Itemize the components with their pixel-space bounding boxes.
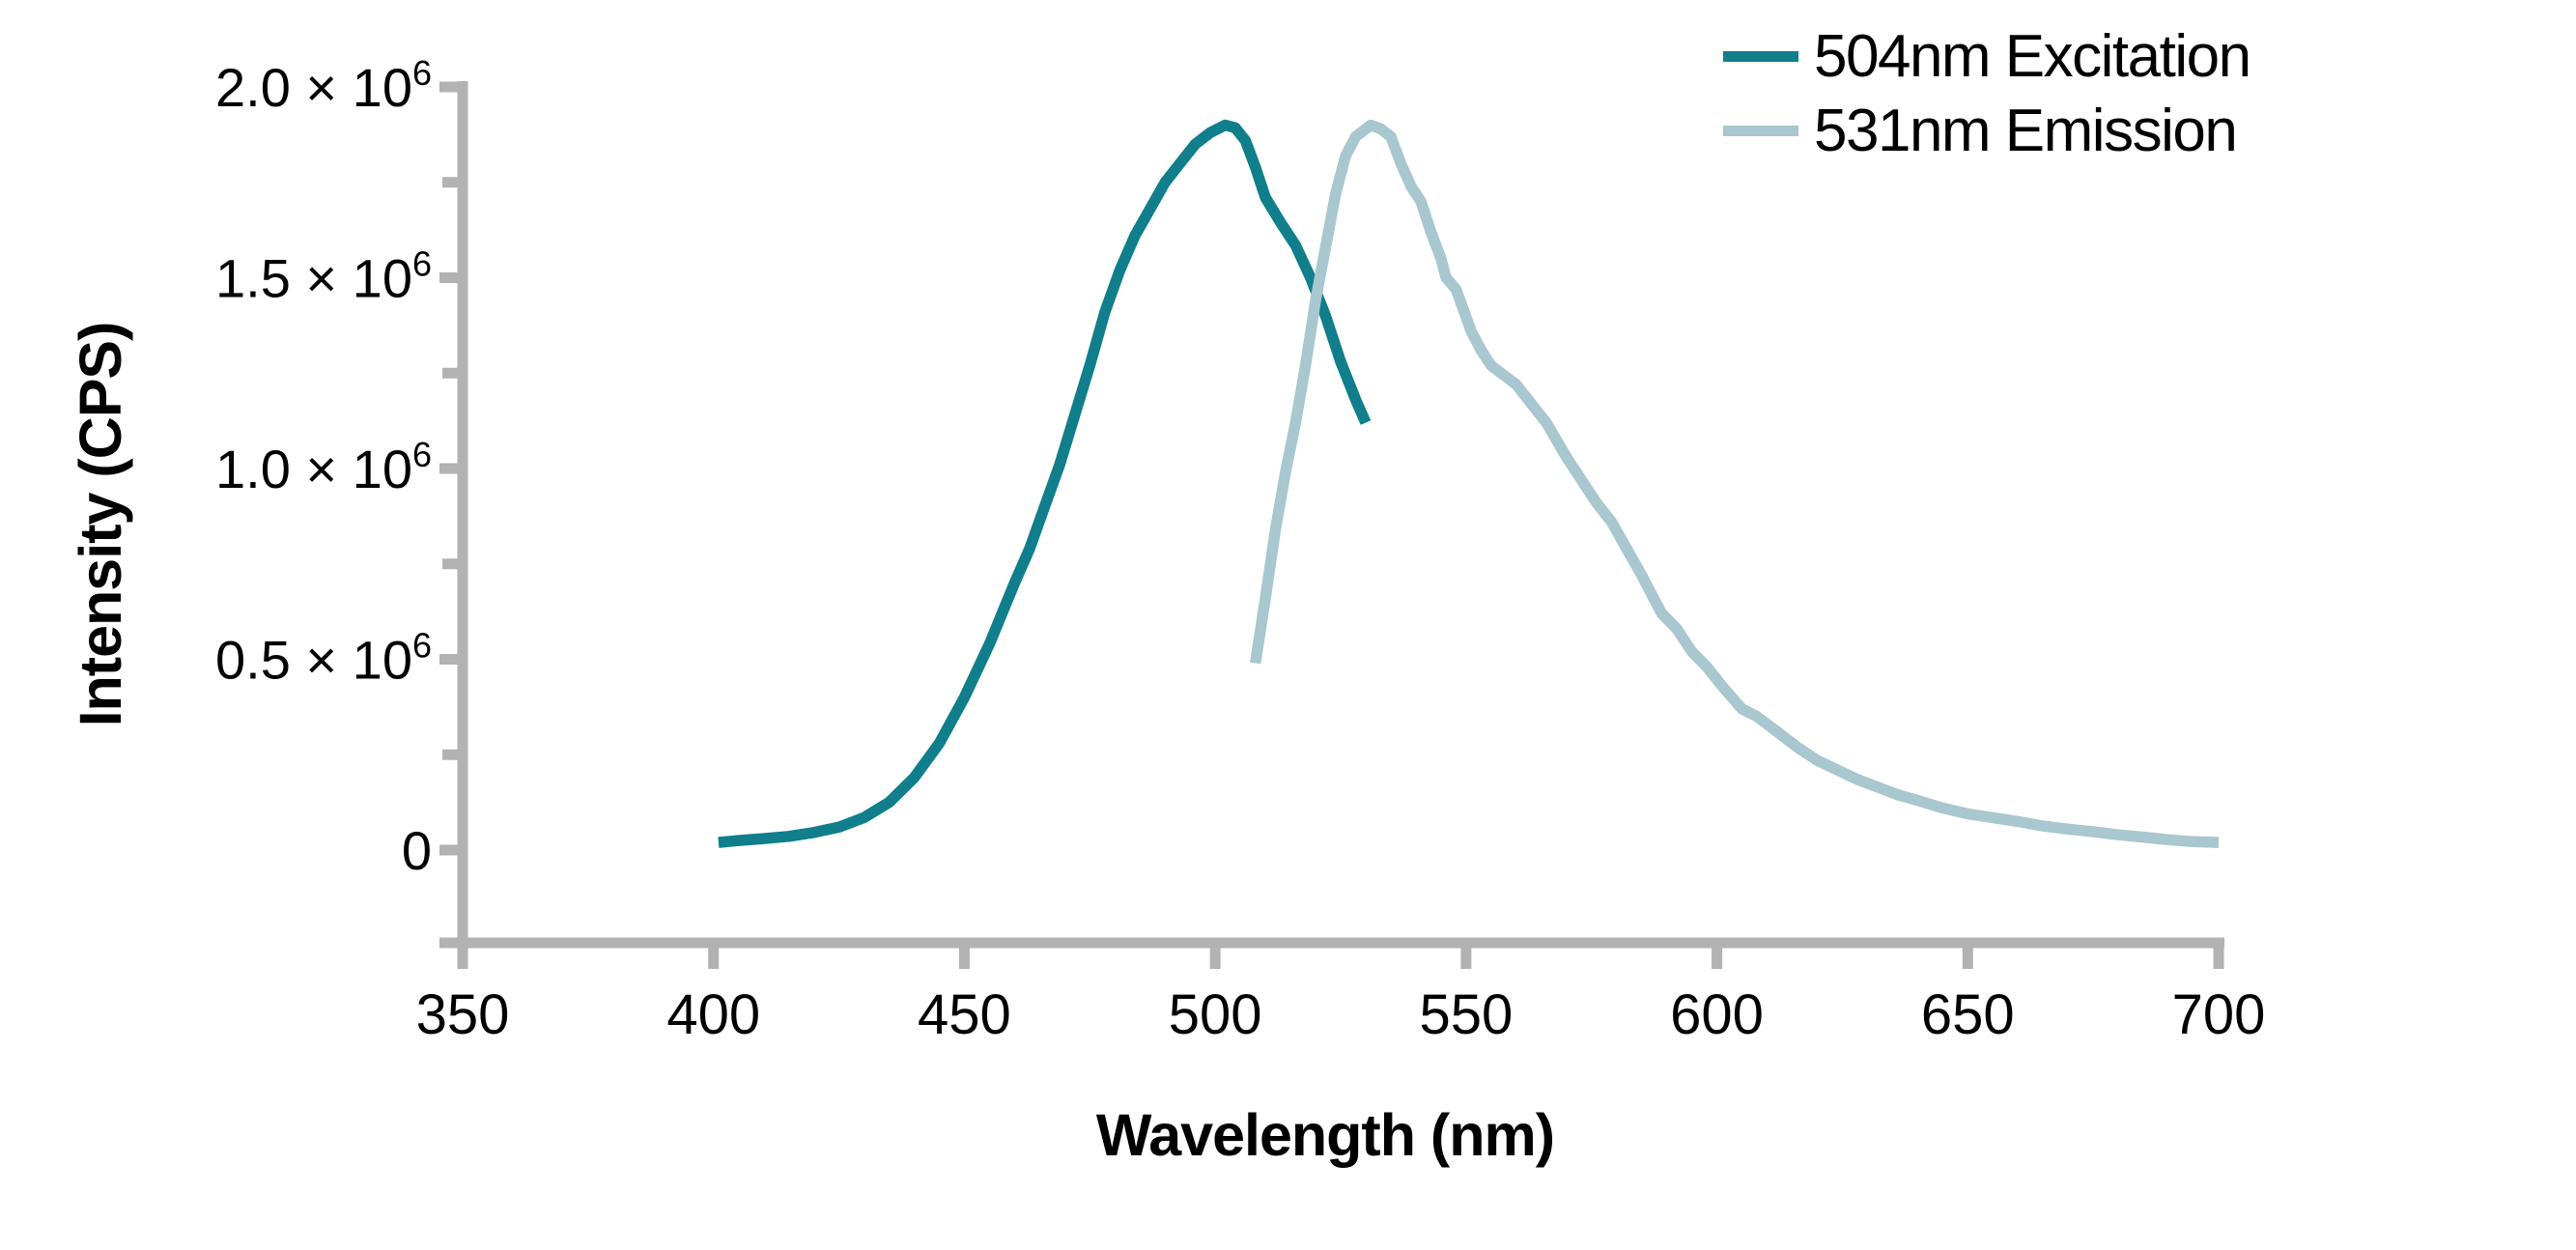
y-tick-label: 1.0 × 106 (215, 435, 432, 499)
x-tick-label: 700 (2172, 983, 2266, 1046)
emission-curve (1250, 119, 2220, 848)
legend-label-excitation: 504nm Excitation (1814, 22, 2251, 90)
excitation-curve (718, 119, 1372, 848)
excitation-swatch (1723, 51, 1798, 62)
legend-item-excitation: 504nm Excitation (1723, 19, 2251, 94)
x-tick-label: 550 (1419, 983, 1513, 1046)
x-tick-label: 350 (416, 983, 510, 1046)
x-tick-label: 500 (1169, 983, 1262, 1046)
y-tick-label: 1.5 × 106 (215, 244, 432, 309)
legend-label-emission: 531nm Emission (1814, 97, 2238, 164)
x-tick-label: 600 (1670, 983, 1764, 1046)
x-tick-label: 650 (1921, 983, 2015, 1046)
y-tick-label: 0.5 × 106 (215, 626, 432, 691)
legend-item-emission: 531nm Emission (1723, 94, 2250, 168)
y-axis-title: Intensity (CPS) (68, 322, 133, 727)
emission-swatch (1723, 126, 1798, 136)
legend: 504nm Excitation 531nm Emission (1723, 19, 2251, 168)
x-axis-title: Wavelength (nm) (1095, 1102, 1555, 1168)
y-tick-label: 0 (402, 820, 432, 881)
x-tick-label: 450 (918, 983, 1011, 1046)
x-tick-label: 400 (666, 983, 760, 1046)
y-tick-label: 2.0 × 106 (215, 53, 432, 118)
